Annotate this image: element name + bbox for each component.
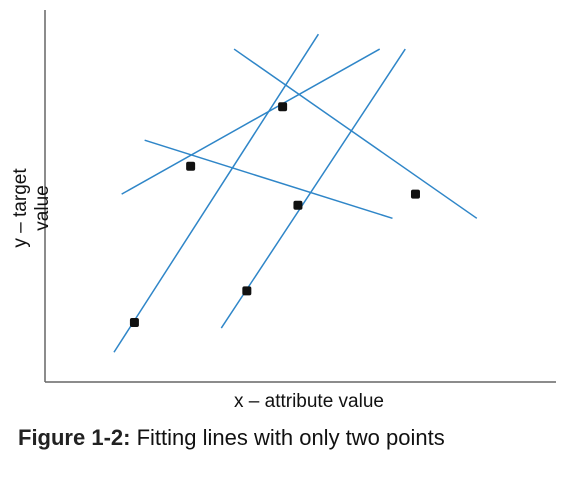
fitted-line-3	[121, 48, 381, 195]
data-points	[129, 102, 420, 327]
data-point-1	[129, 317, 139, 327]
caption-text: Fitting lines with only two points	[136, 425, 445, 450]
x-axis-label: x – attribute value	[234, 391, 384, 412]
data-point-2	[186, 161, 196, 171]
fitted-line-2	[220, 48, 406, 329]
data-point-4	[278, 102, 288, 112]
fitted-line-4	[233, 48, 478, 219]
caption-prefix: Figure 1-2:	[18, 425, 131, 450]
data-point-6	[410, 189, 420, 199]
data-point-5	[293, 200, 303, 210]
fitted-lines	[113, 33, 478, 353]
fitted-line-1	[113, 33, 320, 353]
y-axis-label: y – target value	[10, 168, 53, 248]
data-point-3	[242, 286, 252, 296]
fitted-line-5	[144, 139, 393, 220]
figure-caption: Figure 1-2: Fitting lines with only two …	[18, 425, 558, 451]
